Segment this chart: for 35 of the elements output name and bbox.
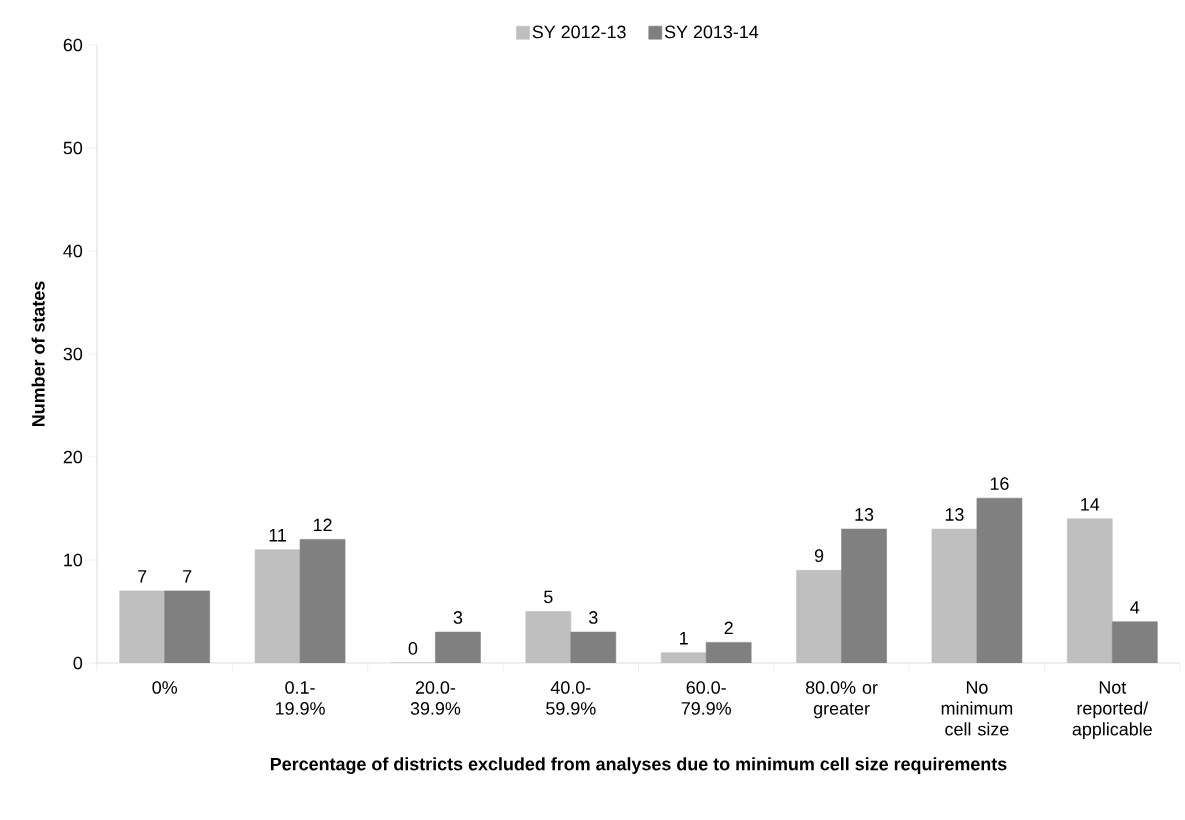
x-tick-label: 80.0% or greater <box>805 681 878 719</box>
data-label: 13 <box>855 508 874 521</box>
x-tick-label: 60.0- 79.9% <box>681 681 731 715</box>
legend-label: SY 2013-14 <box>664 25 759 39</box>
data-label: 13 <box>945 508 964 521</box>
data-label: 2 <box>724 621 733 635</box>
data-label: 0 <box>408 642 418 655</box>
x-axis-title: Percentage of districts excluded from analyses due to minimum cell size requirements <box>270 757 1007 775</box>
y-tick-label: 30 <box>63 347 83 361</box>
x-tick-label: 40.0- 59.9% <box>546 681 596 715</box>
x-tick-label: 0% <box>152 681 178 694</box>
data-label: 11 <box>269 529 286 542</box>
data-label: 16 <box>990 477 1009 490</box>
data-label: 3 <box>589 611 598 624</box>
data-label: 1 <box>680 632 688 645</box>
y-tick-label: 20 <box>63 450 83 464</box>
y-tick-label: 0 <box>73 656 83 670</box>
y-tick-label: 50 <box>63 141 83 155</box>
x-tick-label: Not reported/ applicable <box>1072 681 1152 740</box>
legend-label: SY 2012-13 <box>532 25 626 39</box>
y-tick-label: 60 <box>63 38 83 52</box>
data-label: 3 <box>453 611 463 624</box>
data-label: 7 <box>138 570 147 583</box>
x-tick-label: 20.0- 39.9% <box>410 681 461 715</box>
data-label: 7 <box>183 570 192 583</box>
data-label: 4 <box>1130 601 1140 614</box>
data-label: 12 <box>313 518 332 532</box>
data-label: 14 <box>1081 498 1100 511</box>
x-tick-label: No minimum cell size <box>941 681 1013 736</box>
y-tick-label: 40 <box>63 244 83 258</box>
y-tick-label: 10 <box>64 553 83 567</box>
data-label: 9 <box>814 549 824 563</box>
y-axis-title: Number of states <box>31 281 45 427</box>
x-tick-label: 0.1- 19.9% <box>276 681 325 715</box>
data-label: 5 <box>544 590 553 604</box>
